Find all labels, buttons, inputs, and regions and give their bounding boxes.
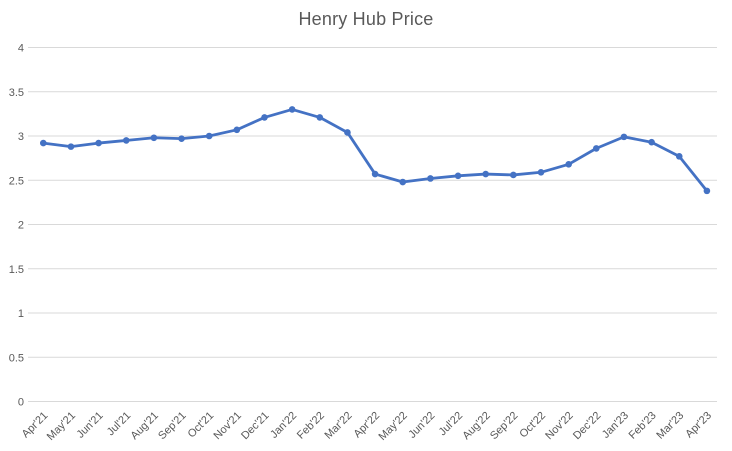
x-tick-label: Sep'21 [156,410,188,442]
data-point [399,178,407,186]
x-tick-label: Aug'22 [460,410,492,442]
data-point [261,114,268,121]
data-point [620,133,628,141]
x-tick-label: Mar'23 [654,410,686,442]
data-point [316,114,324,121]
x-tick-label: Aug'21 [129,410,161,442]
x-tick-label: Mar'22 [323,410,355,442]
data-point [67,143,75,150]
data-point [703,187,711,195]
data-point [565,161,572,168]
x-tick-label: Nov'22 [543,410,575,442]
data-point [288,106,296,113]
data-point [40,139,47,147]
x-tick-label: Nov'21 [212,410,244,442]
y-tick-label: 1.5 [9,264,24,276]
data-point [178,135,185,142]
data-point [122,137,130,144]
x-tick-label: May'21 [45,410,78,443]
x-tick-label: Jun'21 [75,410,106,441]
x-tick-label: May'22 [377,410,410,443]
x-tick-label: Sep'22 [488,410,520,442]
y-tick-label: 3 [18,131,24,143]
data-point [648,138,655,146]
data-point [675,153,683,160]
data-point [205,132,213,140]
y-tick-label: 3.5 [9,87,24,99]
chart-title: Henry Hub Price [298,9,434,29]
y-tick-label: 1 [18,308,24,320]
data-point [510,171,517,179]
x-tick-label: Oct'21 [186,410,217,441]
y-tick-label: 2.5 [9,175,24,187]
x-tick-label: Feb'22 [295,410,327,442]
data-point [233,126,241,134]
data-point [454,172,462,180]
x-tick-label: Jun'22 [406,410,437,441]
data-point [593,145,600,152]
x-tick-label: Jan'22 [268,410,299,441]
x-tick-label: Feb'23 [627,410,659,442]
data-point [537,168,545,176]
x-tick-label: Oct'22 [517,410,548,441]
y-tick-label: 2 [18,220,24,232]
data-point [95,139,102,147]
x-tick-label: Dec'21 [239,410,271,442]
data-point [427,175,434,182]
data-point [344,129,351,136]
y-tick-label: 0 [18,397,24,409]
price-line [41,108,709,193]
data-point [150,134,158,142]
x-tick-label: Apr'23 [683,410,714,441]
data-point [371,170,379,178]
data-point [482,170,490,178]
y-tick-label: 0.5 [9,352,24,364]
y-tick-label: 4 [18,43,24,55]
x-tick-label: Dec'22 [571,410,603,442]
x-tick-label: Jan'23 [600,410,631,441]
